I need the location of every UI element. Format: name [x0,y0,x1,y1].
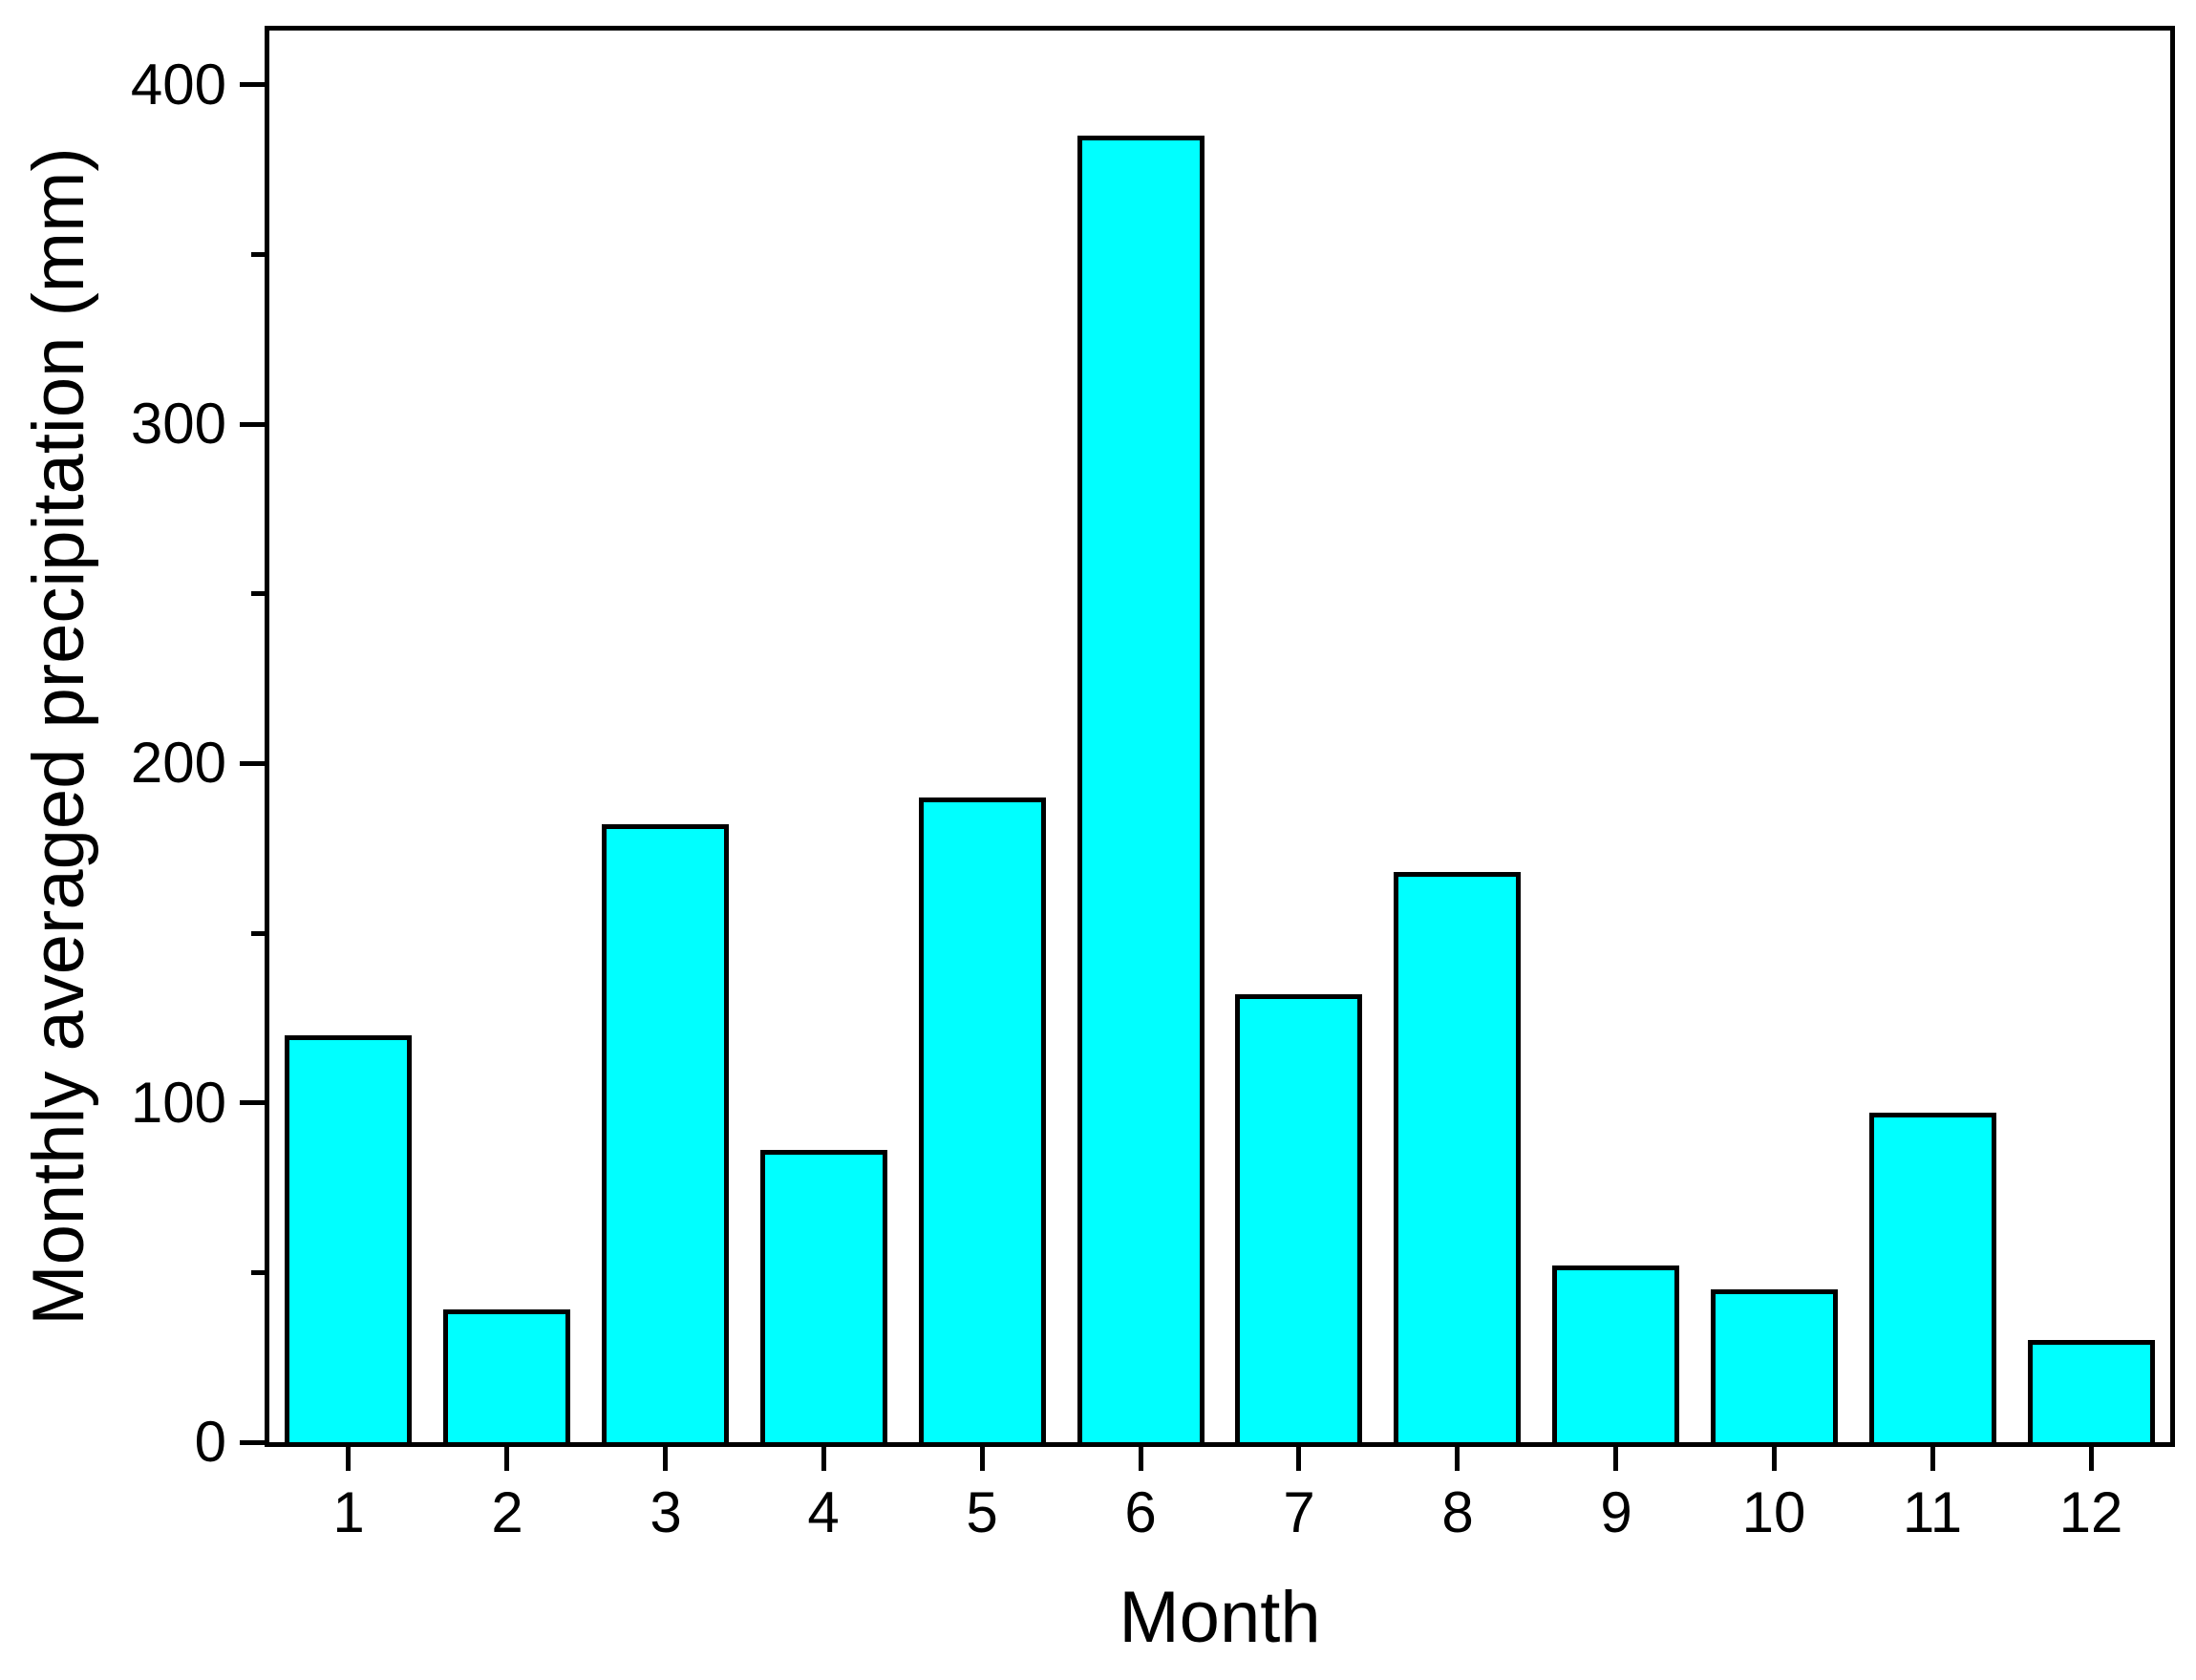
x-tick-4 [821,1447,826,1471]
bar-month-9 [1552,1265,1679,1442]
x-tick-11 [1930,1447,1935,1471]
x-tick-2 [504,1447,509,1471]
bar-month-4 [760,1150,887,1442]
y-tick-label-100: 100 [130,1071,226,1135]
x-tick-label-2: 2 [491,1480,523,1544]
y-tick-300 [240,422,265,427]
x-tick-10 [1772,1447,1777,1471]
bar-month-6 [1077,136,1205,1442]
y-tick-100 [240,1100,265,1105]
x-tick-7 [1296,1447,1301,1471]
x-tick-label-5: 5 [966,1480,998,1544]
x-tick-3 [663,1447,668,1471]
x-tick-label-9: 9 [1600,1480,1632,1544]
bar-month-1 [285,1035,412,1442]
x-tick-label-11: 11 [1902,1480,1963,1544]
y-tick-label-0: 0 [194,1410,226,1474]
bar-month-5 [919,797,1046,1442]
x-tick-9 [1613,1447,1618,1471]
x-tick-label-8: 8 [1441,1480,1474,1544]
y-tick-label-200: 200 [130,731,226,795]
x-tick-8 [1455,1447,1460,1471]
bar-month-11 [1869,1113,1996,1442]
x-tick-label-1: 1 [332,1480,365,1544]
y-minor-tick-350 [251,252,265,257]
x-tick-label-10: 10 [1741,1480,1806,1544]
bar-month-2 [443,1309,570,1442]
x-tick-label-6: 6 [1124,1480,1157,1544]
bar-month-7 [1235,994,1362,1442]
x-axis-title: Month [1119,1577,1321,1658]
x-tick-label-12: 12 [2058,1480,2123,1544]
y-minor-tick-250 [251,591,265,596]
x-tick-label-7: 7 [1283,1480,1315,1544]
bar-month-3 [602,824,729,1442]
x-tick-label-3: 3 [650,1480,682,1544]
bar-month-10 [1711,1289,1838,1442]
bar-month-8 [1394,872,1521,1442]
y-tick-0 [240,1440,265,1445]
y-minor-tick-150 [251,931,265,936]
y-tick-400 [240,82,265,87]
bar-month-12 [2028,1340,2155,1442]
plot-area [265,26,2175,1447]
y-tick-label-400: 400 [130,53,226,117]
x-tick-12 [2089,1447,2094,1471]
y-tick-200 [240,761,265,766]
y-tick-label-300: 300 [130,392,226,456]
x-tick-6 [1139,1447,1143,1471]
x-tick-5 [980,1447,985,1471]
y-axis-title: Monthly averaged precipitation (mm) [18,147,99,1326]
x-tick-1 [346,1447,351,1471]
x-tick-label-4: 4 [807,1480,840,1544]
y-minor-tick-50 [251,1270,265,1275]
